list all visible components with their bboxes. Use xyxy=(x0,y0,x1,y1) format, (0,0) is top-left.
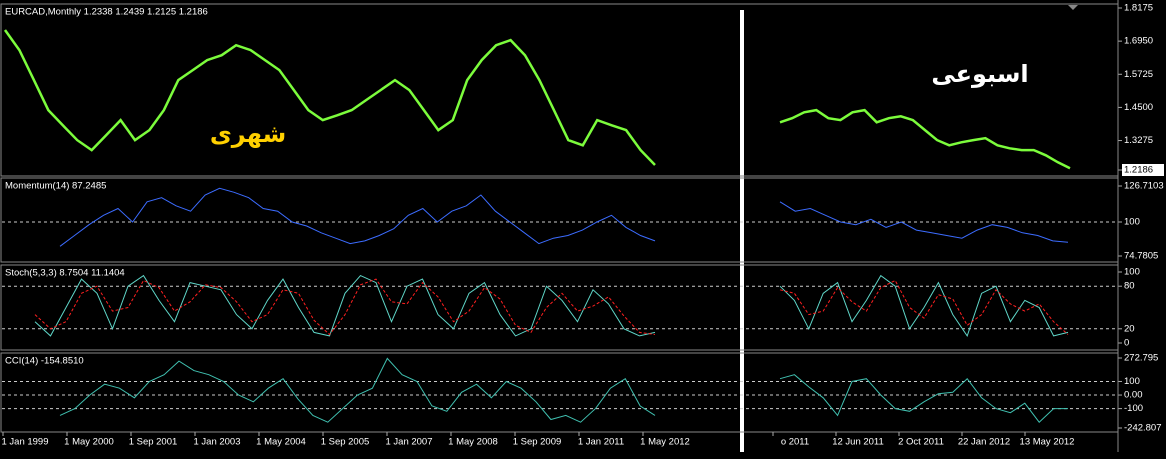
y-tick-label: 0 xyxy=(1124,338,1129,349)
pane-title: CCI(14) -154.8510 xyxy=(5,356,84,367)
indicator-line xyxy=(34,274,656,337)
x-tick-label: 1 Jan 2003 xyxy=(193,437,240,448)
y-tick-label: 100 xyxy=(1124,267,1140,278)
x-tick-label: 1 May 2004 xyxy=(256,437,306,448)
y-tick-label: 1.3275 xyxy=(1124,135,1153,146)
x-tick-label: o 2011 xyxy=(781,437,809,448)
x-tick-label: 1 Jan 2007 xyxy=(385,437,432,448)
indicator-line xyxy=(34,278,656,336)
scroll-marker xyxy=(1068,5,1078,10)
x-tick-label: 1 May 2012 xyxy=(640,437,690,448)
y-tick-label: 100 xyxy=(1124,376,1140,387)
annotation: شهری xyxy=(210,120,286,148)
price-line xyxy=(3,29,656,166)
y-tick-label: 1.2186 xyxy=(1124,165,1153,176)
y-tick-label: 1.4500 xyxy=(1124,102,1153,113)
x-tick-label: 12 Jun 2011 xyxy=(832,437,884,448)
indicator-line xyxy=(779,274,1069,338)
x-tick-label: 1 Jan 1999 xyxy=(1,437,48,448)
x-tick-label: 22 Jan 2012 xyxy=(958,437,1010,448)
pane-title: EURCAD,Monthly 1.2338 1.2439 1.2125 1.21… xyxy=(5,7,208,18)
x-tick-label: 13 May 2012 xyxy=(1020,437,1075,448)
y-tick-label: 0.00 xyxy=(1124,390,1143,401)
y-tick-label: -242.807 xyxy=(1124,423,1162,434)
x-tick-label: 1 Sep 2009 xyxy=(513,437,562,448)
pane-title: Momentum(14) 87.2485 xyxy=(5,181,106,192)
indicator-line xyxy=(59,187,656,247)
price-marker xyxy=(1122,164,1164,176)
y-tick-label: 74.7805 xyxy=(1124,251,1158,262)
y-tick-label: 100 xyxy=(1124,217,1140,228)
y-tick-label: 20 xyxy=(1124,323,1135,334)
y-tick-label: -100 xyxy=(1124,403,1143,414)
indicator-line xyxy=(59,357,656,423)
x-tick-label: 1 May 2008 xyxy=(448,437,498,448)
y-tick-label: 126.7103 xyxy=(1124,181,1164,192)
x-tick-label: 1 May 2000 xyxy=(64,437,114,448)
x-tick-label: 2 Oct 2011 xyxy=(898,437,944,448)
pane-title: Stoch(5,3,3) 8.7504 11.1404 xyxy=(5,268,125,279)
y-tick-label: 1.5725 xyxy=(1124,69,1153,80)
x-tick-label: 1 Sep 2005 xyxy=(321,437,370,448)
annotation: اسبوعی xyxy=(931,60,1028,88)
price-line xyxy=(779,108,1071,170)
x-tick-label: 1 Jan 2011 xyxy=(578,437,624,448)
y-tick-label: 80 xyxy=(1124,281,1135,292)
y-tick-label: 1.6950 xyxy=(1124,36,1153,47)
x-tick-label: 1 Sep 2001 xyxy=(129,437,178,448)
y-tick-label: 1.8175 xyxy=(1124,3,1153,14)
indicator-line xyxy=(779,279,1069,335)
indicator-line xyxy=(779,201,1069,243)
y-tick-label: 272.795 xyxy=(1124,353,1158,364)
indicator-line xyxy=(779,374,1068,423)
